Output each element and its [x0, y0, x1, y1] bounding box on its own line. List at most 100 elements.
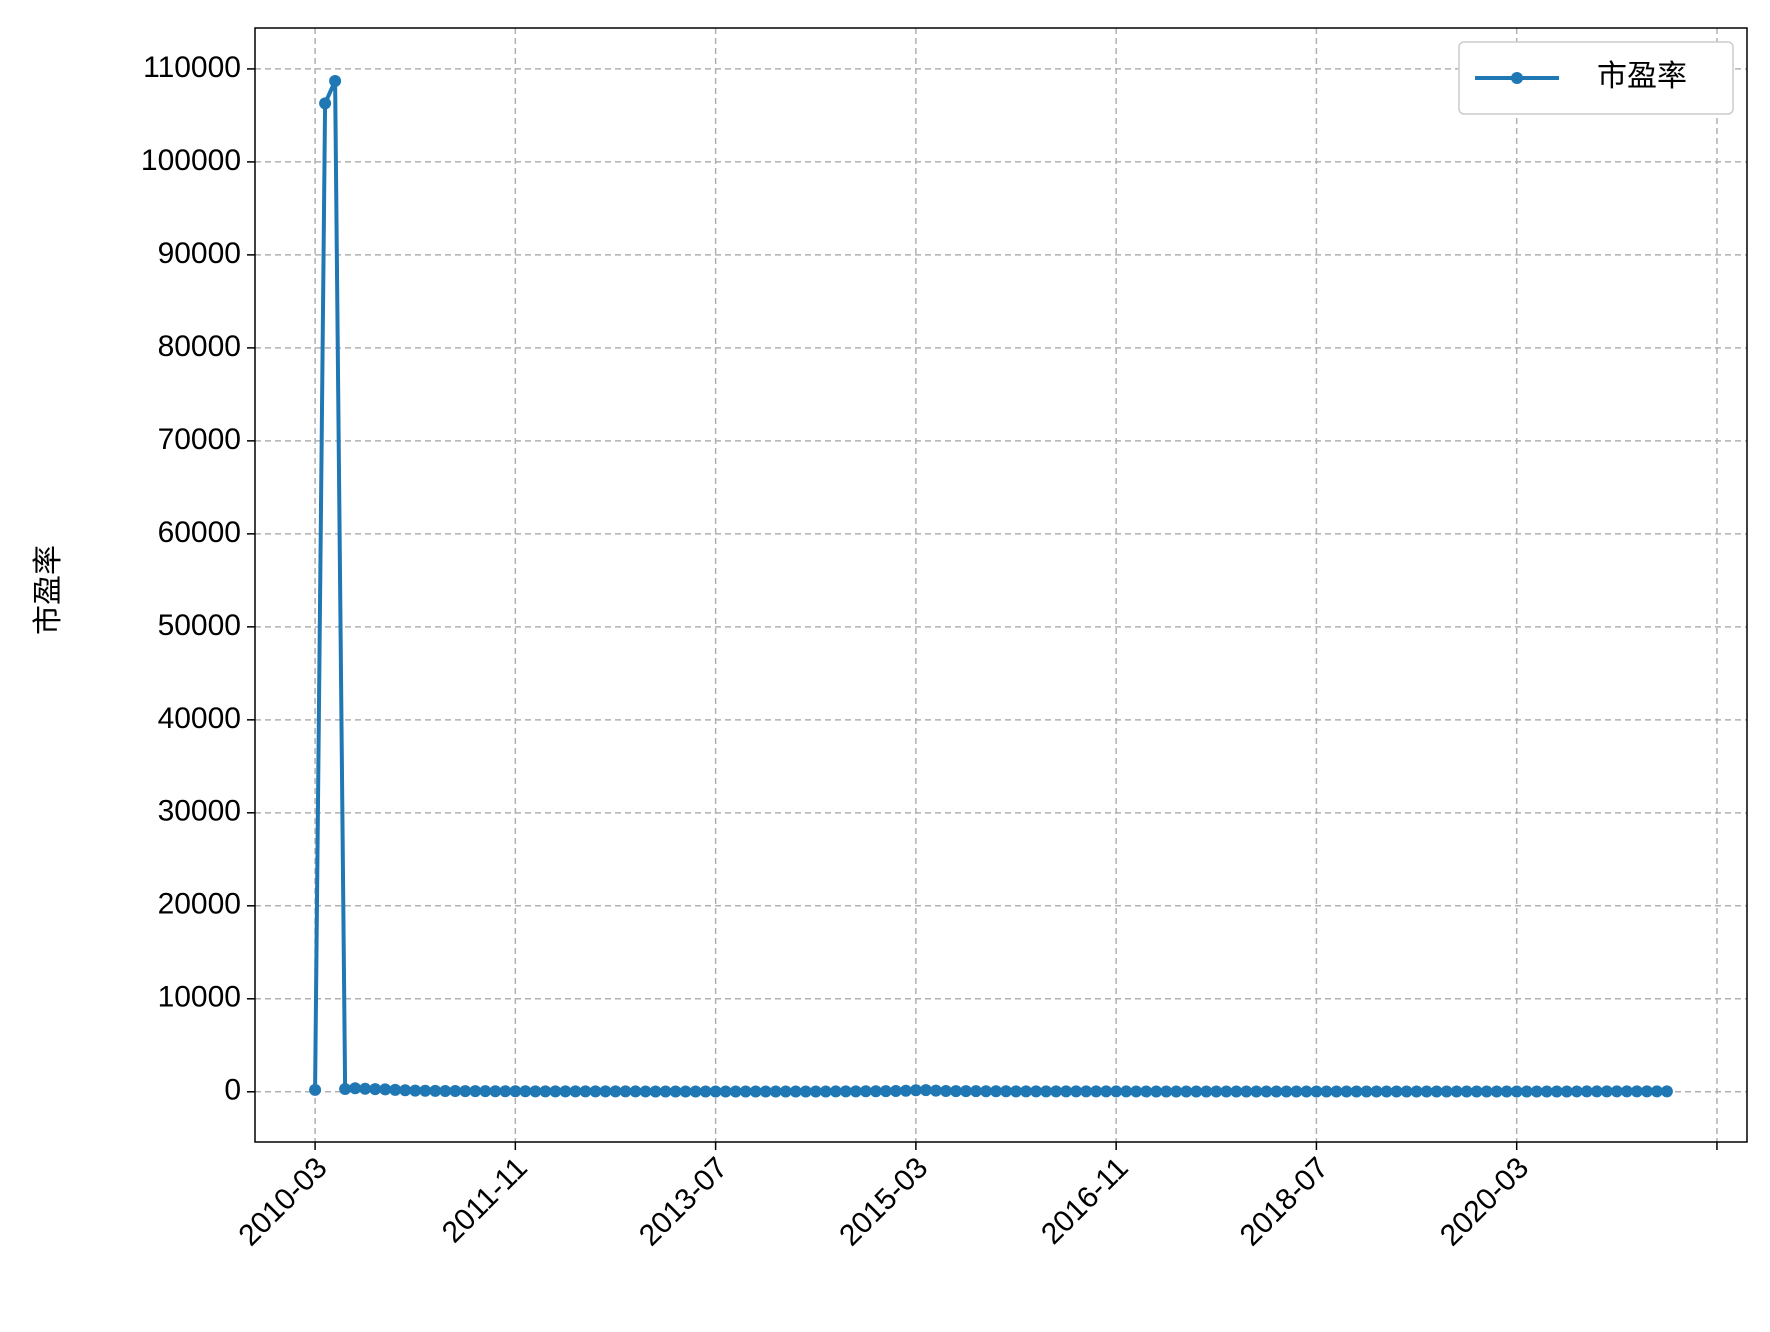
data-point: [1350, 1085, 1363, 1098]
data-point: [729, 1085, 742, 1098]
x-tick-label: 2015-03: [833, 1151, 934, 1252]
data-point: [1050, 1085, 1063, 1098]
data-point: [1260, 1085, 1273, 1098]
data-point: [399, 1084, 412, 1097]
data-point: [649, 1085, 662, 1098]
data-point: [329, 75, 342, 88]
y-tick-label: 30000: [158, 795, 241, 828]
data-point: [1470, 1085, 1483, 1098]
data-point: [1460, 1085, 1473, 1098]
data-point: [1190, 1085, 1203, 1098]
data-point: [1040, 1085, 1053, 1098]
data-point: [449, 1085, 462, 1098]
data-point: [1500, 1085, 1513, 1098]
data-point: [679, 1085, 692, 1098]
y-axis-label: 市盈率: [32, 545, 65, 635]
data-point: [1340, 1085, 1353, 1098]
data-point: [1510, 1085, 1523, 1098]
x-tick-label: 2011-11: [436, 1151, 534, 1249]
legend-marker: [1511, 72, 1523, 84]
data-point: [1150, 1085, 1163, 1098]
data-point: [1570, 1085, 1583, 1098]
data-point: [1270, 1085, 1283, 1098]
data-point: [499, 1085, 512, 1098]
data-point: [1580, 1085, 1593, 1098]
data-point: [1640, 1085, 1653, 1098]
data-point: [469, 1085, 482, 1098]
data-point: [319, 97, 332, 110]
data-point: [1420, 1085, 1433, 1098]
data-point: [749, 1085, 762, 1098]
data-point: [1560, 1085, 1573, 1098]
data-point: [1220, 1085, 1233, 1098]
data-point: [1540, 1085, 1553, 1098]
data-point: [1390, 1085, 1403, 1098]
y-tick-label: 100000: [141, 144, 241, 177]
data-point: [479, 1085, 492, 1098]
data-point: [349, 1082, 362, 1095]
data-point: [1380, 1085, 1393, 1098]
data-point: [1530, 1085, 1543, 1098]
data-point: [1210, 1085, 1223, 1098]
data-point: [579, 1085, 592, 1098]
y-tick-label: 20000: [158, 888, 241, 921]
data-point: [1590, 1085, 1603, 1098]
data-point: [639, 1085, 652, 1098]
data-point: [1000, 1085, 1013, 1098]
data-point: [1410, 1085, 1423, 1098]
data-point: [969, 1085, 982, 1098]
data-point: [379, 1083, 392, 1096]
data-point: [939, 1084, 952, 1097]
data-point: [609, 1085, 622, 1098]
data-point: [829, 1085, 842, 1098]
y-tick-label: 60000: [158, 516, 241, 549]
data-point: [1250, 1085, 1263, 1098]
data-line: [313, 79, 1667, 1094]
plot-frame: [254, 27, 1748, 1143]
data-point: [1600, 1085, 1613, 1098]
data-point: [759, 1085, 772, 1098]
data-point: [1280, 1085, 1293, 1098]
y-tick-label: 10000: [158, 981, 241, 1014]
data-point: [1630, 1085, 1643, 1098]
data-point: [1030, 1085, 1043, 1098]
data-point: [719, 1085, 732, 1098]
data-point: [359, 1082, 372, 1095]
data-point: [309, 1083, 322, 1096]
data-point: [1430, 1085, 1443, 1098]
y-tick-label: 0: [224, 1074, 241, 1107]
data-point: [869, 1085, 882, 1098]
data-point: [1010, 1085, 1023, 1098]
data-point: [519, 1085, 532, 1098]
x-tick-label: 2013-07: [633, 1151, 734, 1252]
data-point: [1480, 1085, 1493, 1098]
data-point: [1100, 1085, 1113, 1098]
data-point: [809, 1085, 822, 1098]
data-point: [899, 1084, 912, 1097]
x-tick-label: 2020-03: [1434, 1151, 1535, 1252]
x-tick-label: 2016-11: [1035, 1151, 1135, 1251]
data-point: [1620, 1085, 1633, 1098]
data-point: [839, 1085, 852, 1098]
data-point: [819, 1085, 832, 1098]
data-point: [1160, 1085, 1173, 1098]
data-point: [1520, 1085, 1533, 1098]
data-point: [739, 1085, 752, 1098]
data-point: [439, 1084, 452, 1097]
data-point: [1330, 1085, 1343, 1098]
x-tick-label: 2010-03: [232, 1151, 333, 1252]
data-point: [1450, 1085, 1463, 1098]
y-tick-label: 50000: [158, 609, 241, 642]
data-point: [509, 1085, 522, 1098]
data-point: [1130, 1085, 1143, 1098]
data-point: [569, 1085, 582, 1098]
data-point: [559, 1085, 572, 1098]
data-point: [799, 1085, 812, 1098]
data-point: [1080, 1085, 1093, 1098]
data-point: [489, 1085, 502, 1098]
x-tick-label: 2018-07: [1234, 1151, 1335, 1252]
y-tick-label: 90000: [158, 237, 241, 270]
data-point: [979, 1085, 992, 1098]
data-point: [879, 1085, 892, 1098]
